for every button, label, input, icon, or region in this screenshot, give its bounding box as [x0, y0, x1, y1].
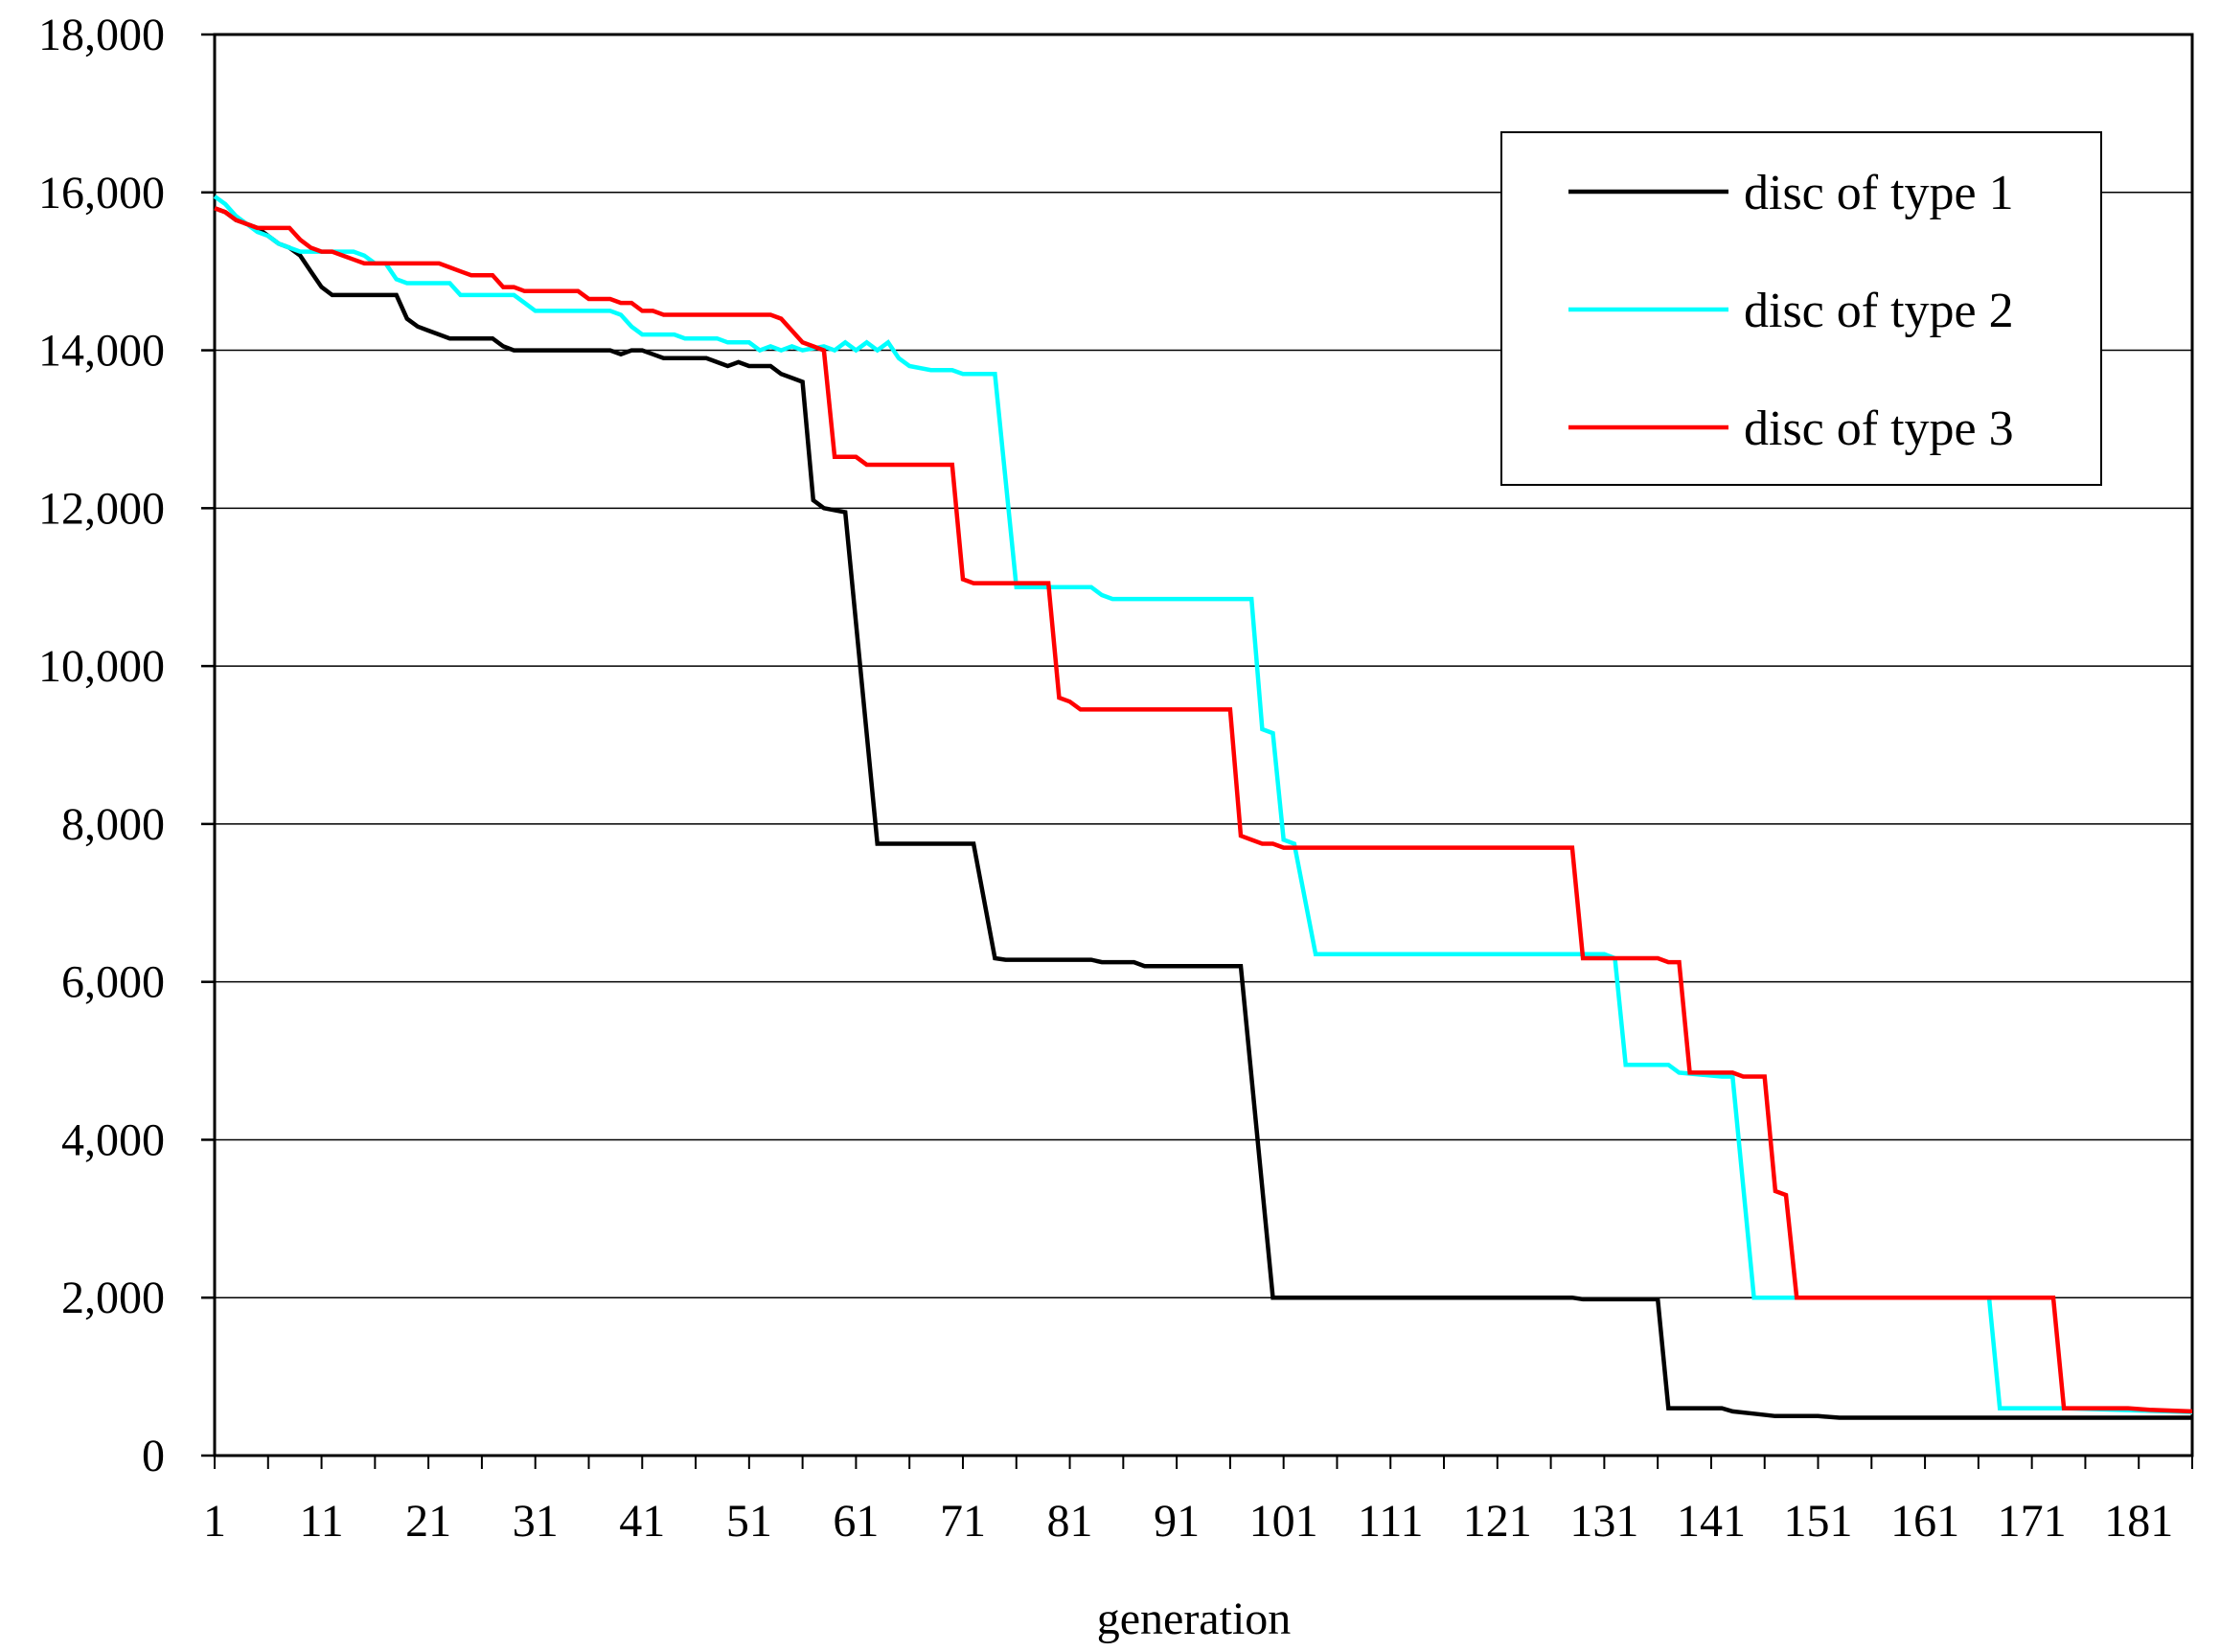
series-line-type-2	[213, 195, 2193, 1414]
x-tick-label: 101	[1249, 1496, 1318, 1547]
legend-label-type-1: disc of type 1	[1744, 166, 2014, 220]
y-tick-label: 0	[142, 1431, 165, 1481]
x-tick-label: 81	[1047, 1496, 1093, 1547]
legend-label-type-3: disc of type 3	[1744, 402, 2014, 456]
x-tick-label: 51	[726, 1496, 772, 1547]
x-tick-label: 71	[940, 1496, 986, 1547]
y-tick-label: 14,000	[38, 326, 165, 377]
x-tick-label: 141	[1677, 1496, 1746, 1547]
x-tick-label: 151	[1784, 1496, 1853, 1547]
x-tick-label: 61	[833, 1496, 879, 1547]
legend-label-type-2: disc of type 2	[1744, 284, 2014, 338]
y-tick-label: 8,000	[61, 799, 165, 850]
x-tick-label: 11	[299, 1496, 343, 1547]
x-tick-label: 131	[1569, 1496, 1638, 1547]
series-lines	[213, 195, 2193, 1420]
x-tick-label: 91	[1154, 1496, 1200, 1547]
y-tick-label: 2,000	[61, 1273, 165, 1323]
legend: disc of type 1 disc of type 2 disc of type…	[1500, 131, 2102, 486]
series-line-type-1	[214, 206, 2192, 1420]
x-tick-label: 171	[1998, 1496, 2067, 1547]
x-axis-title: generation	[1097, 1594, 1292, 1644]
y-tick-label: 16,000	[38, 168, 165, 218]
x-tick-label: 121	[1463, 1496, 1532, 1547]
x-tick-label: 161	[1890, 1496, 1959, 1547]
axes: 0 2,000 4,000 6,000 8,000 10,000 12,000 14,000 1…	[38, 10, 2193, 1547]
plot-area-frame	[213, 33, 2194, 1457]
x-tick-label: 31	[513, 1496, 559, 1547]
x-tick-label: 111	[1358, 1496, 1423, 1547]
y-tick-label: 10,000	[38, 641, 165, 692]
x-tick-label: 181	[2104, 1496, 2173, 1547]
y-tick-label: 12,000	[38, 483, 165, 534]
y-tick-label: 6,000	[61, 957, 165, 1008]
x-tick-label: 1	[203, 1496, 226, 1547]
x-tick-label: 41	[619, 1496, 665, 1547]
series-line-type-3	[214, 206, 2193, 1414]
y-tick-label: 4,000	[61, 1114, 165, 1165]
y-tick-label: 18,000	[38, 10, 165, 60]
x-tick-label: 21	[405, 1496, 451, 1547]
